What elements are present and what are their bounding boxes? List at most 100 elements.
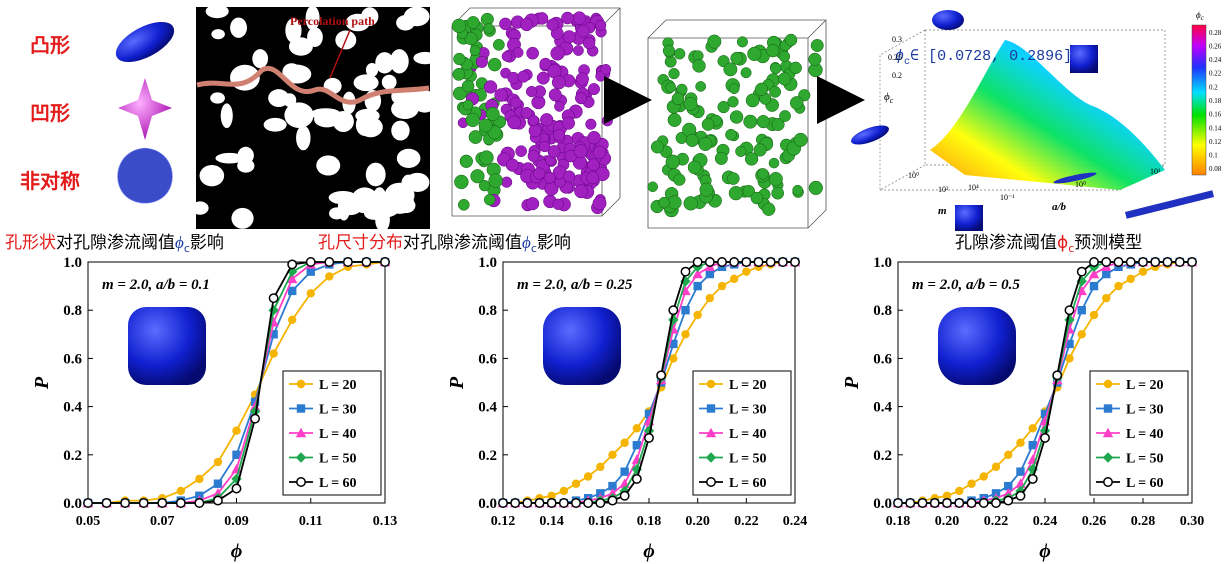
y-tick-label: 1.0: [63, 255, 82, 271]
marker: [906, 499, 914, 507]
marker: [620, 467, 628, 475]
particle: [574, 185, 587, 198]
pore: [391, 121, 409, 141]
marker: [251, 414, 259, 422]
shape-label: 凸形: [30, 33, 70, 57]
marker: [1065, 306, 1073, 314]
y-axis-label: P: [446, 376, 468, 390]
marker: [742, 258, 750, 266]
marker: [214, 480, 222, 488]
marker: [766, 258, 774, 266]
y-tick-label: 0.0: [873, 496, 892, 512]
pore: [284, 102, 313, 128]
shape-label: 非对称: [20, 169, 80, 193]
particle: [729, 186, 743, 200]
particle: [463, 100, 473, 110]
colorbar-tick-label: 0.1: [1209, 152, 1218, 160]
marker: [499, 499, 507, 507]
particle: [715, 152, 727, 164]
marker: [894, 499, 902, 507]
particle: [746, 94, 759, 107]
particle: [583, 37, 595, 49]
pore: [296, 126, 310, 151]
legend-label: L = 30: [1126, 403, 1164, 418]
marker: [584, 499, 592, 507]
marker: [523, 499, 531, 507]
caption: 孔形状对孔隙渗流阈值ϕc影响: [5, 233, 224, 255]
marker: [307, 267, 315, 275]
marker: [955, 487, 963, 495]
marker: [158, 499, 166, 507]
marker: [177, 487, 185, 495]
marker: [1151, 258, 1159, 266]
y-tick-label: 0.6: [873, 351, 892, 367]
marker: [730, 275, 738, 283]
marker: [620, 492, 628, 500]
m-tick-label: 10⁴: [968, 183, 979, 192]
particle: [513, 48, 523, 58]
model-plot: [849, 10, 1214, 231]
marker: [681, 330, 689, 338]
marker: [992, 499, 1000, 507]
z-axis-label: ϕc: [884, 91, 894, 105]
particle: [454, 175, 468, 189]
marker: [572, 480, 580, 488]
particle: [757, 168, 768, 179]
marker: [269, 349, 277, 357]
marker: [535, 499, 543, 507]
particle: [453, 68, 465, 80]
pore: [311, 108, 341, 119]
marker: [1016, 439, 1024, 447]
marker: [1127, 275, 1135, 283]
pore: [238, 147, 254, 164]
caption: 孔尺寸分布对孔隙渗流阈值ϕc影响: [318, 233, 571, 255]
particle: [460, 155, 473, 168]
particle: [593, 197, 606, 210]
marker: [669, 306, 677, 314]
y-axis-label: P: [31, 376, 53, 390]
marker: [980, 499, 988, 507]
legend-label: L = 60: [729, 476, 767, 491]
inset-shape: [543, 307, 621, 385]
marker: [288, 260, 296, 268]
x-tick-label: 0.18: [637, 514, 662, 529]
marker: [931, 499, 939, 507]
y-tick-label: 0.0: [478, 496, 497, 512]
marker: [718, 282, 726, 290]
particle: [696, 81, 706, 91]
x-tick-label: 0.09: [224, 514, 249, 529]
marker: [511, 499, 519, 507]
pore: [316, 155, 340, 175]
marker: [1016, 467, 1024, 475]
marker: [325, 258, 333, 266]
particle: [510, 97, 521, 108]
shape-label: 凹形: [30, 101, 70, 125]
y-tick-label: 0.4: [478, 400, 497, 416]
particle: [674, 174, 686, 186]
particle: [766, 44, 779, 57]
legend-label: L = 20: [319, 378, 357, 393]
marker: [693, 282, 701, 290]
marker: [1102, 294, 1110, 302]
marker: [288, 316, 296, 324]
legend-marker: [1104, 404, 1112, 412]
particle: [790, 62, 802, 74]
colorbar-tick-label: 0.24: [1209, 56, 1222, 64]
marker: [84, 499, 92, 507]
marker: [645, 434, 653, 442]
marker: [139, 499, 147, 507]
particle: [601, 64, 611, 74]
marker: [1102, 270, 1110, 278]
ab-axis-label: a/b: [1052, 201, 1067, 213]
particle: [790, 96, 803, 109]
marker: [572, 499, 580, 507]
marker: [779, 258, 787, 266]
marker: [1176, 258, 1184, 266]
particle: [493, 39, 504, 50]
particle: [499, 18, 511, 30]
marker: [620, 439, 628, 447]
y-tick-label: 0.2: [873, 448, 892, 464]
y-tick-label: 0.4: [63, 400, 82, 416]
pore: [230, 18, 247, 38]
legend-label: L = 50: [1126, 452, 1164, 467]
